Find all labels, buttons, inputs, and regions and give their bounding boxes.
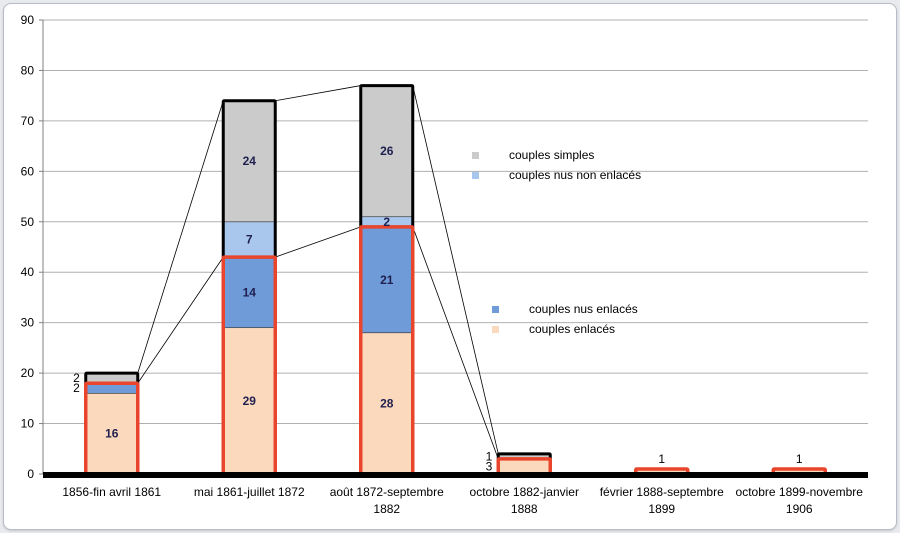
data-label: 1 [658, 452, 665, 466]
y-tick-label: 60 [21, 164, 35, 178]
data-label: 7 [246, 232, 253, 246]
legend-label: couples simples [509, 148, 594, 162]
y-tick-label: 90 [21, 13, 35, 27]
x-axis: 1856-fin avril 1861 mai 1861-juillet 1872… [43, 472, 868, 516]
legend-swatch [472, 152, 479, 159]
bar-segment [497, 458, 551, 475]
connector-lines [137, 85, 499, 460]
data-label: 2 [383, 215, 390, 229]
bar-segment [773, 468, 826, 474]
gridlines [43, 19, 868, 425]
data-label: 2 [73, 371, 80, 385]
bar-segment [360, 85, 414, 218]
bar-segment [222, 221, 276, 258]
x-category-label: mai 1861-juillet 1872 [194, 485, 305, 499]
data-label: 28 [380, 396, 394, 410]
bar-segment [360, 226, 414, 334]
y-axis: 0 10 20 30 40 50 60 70 80 90 [21, 13, 44, 481]
data-label: 1 [486, 449, 493, 463]
data-label: 26 [380, 144, 394, 158]
connector-line-total [137, 100, 224, 374]
data-label: 14 [243, 285, 257, 299]
legend-swatch [492, 326, 499, 333]
legend: couples simples couples nus non enlacés co… [472, 148, 641, 336]
legend-label: couples enlacés [529, 322, 615, 336]
y-tick-label: 0 [27, 467, 34, 481]
y-tick-label: 50 [21, 215, 35, 229]
connector-line-enlaces [275, 226, 361, 258]
x-category-label: 1856-fin avril 1861 [62, 485, 161, 499]
x-axis-baseline [43, 472, 868, 478]
data-label: 1 [796, 452, 803, 466]
y-tick-label: 70 [21, 114, 35, 128]
x-category-label: 1899 [648, 502, 675, 516]
y-tick-label: 20 [21, 366, 35, 380]
connector-line-total [412, 85, 499, 454]
bar-segment [360, 332, 414, 475]
bar-segment [222, 100, 276, 223]
connector-line-total [275, 85, 361, 102]
y-tick-label: 30 [21, 316, 35, 330]
bar-segment [222, 256, 276, 329]
bar-segment [85, 392, 139, 475]
x-category-label: 1906 [786, 502, 813, 516]
legend-swatch [492, 306, 499, 313]
x-category-label: février 1888-septembre [600, 485, 724, 499]
data-label: 16 [105, 427, 119, 441]
x-category-label: 1882 [373, 502, 400, 516]
data-label: 21 [380, 273, 394, 287]
y-tick-label: 10 [21, 417, 35, 431]
x-category-label: août 1872-septembre [330, 485, 444, 499]
legend-swatch [472, 172, 479, 179]
x-category-label: octobre 1899-novembre [736, 485, 864, 499]
data-label: 2 [73, 381, 80, 395]
legend-label: couples nus non enlacés [509, 168, 641, 182]
connector-line-enlaces [412, 226, 499, 460]
chart-frame: 0 10 20 30 40 50 60 70 80 90 16 2 2 29 14 7 24 28 21 2 26 3 1… [3, 3, 897, 530]
bars [85, 85, 826, 475]
connector-line-enlaces [137, 256, 224, 384]
bar-segment [222, 327, 276, 475]
bar-outlines [84, 84, 827, 476]
x-category-label: octobre 1882-janvier [470, 485, 579, 499]
bar-segment [635, 468, 688, 474]
y-tick-label: 80 [21, 63, 35, 77]
data-label: 24 [243, 154, 257, 168]
x-category-label: 1888 [511, 502, 538, 516]
data-label: 29 [243, 394, 257, 408]
legend-label: couples nus enlacés [529, 302, 638, 316]
data-label: 3 [486, 459, 493, 473]
y-tick-label: 40 [21, 265, 35, 279]
bar-segment [498, 453, 551, 459]
